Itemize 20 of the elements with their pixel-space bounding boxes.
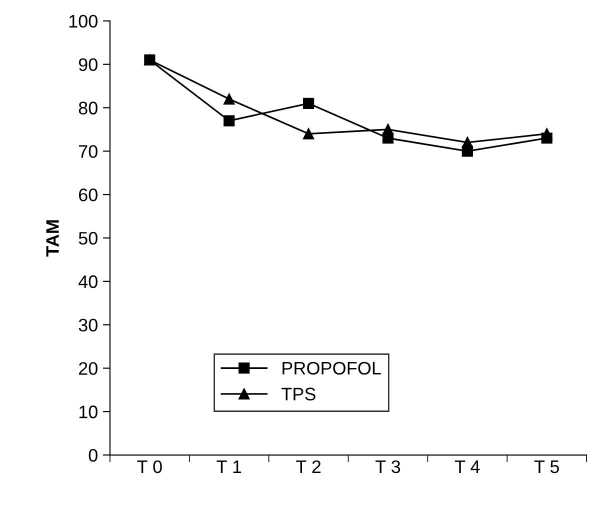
legend-label: PROPOFOL (282, 362, 381, 375)
y-tick-label: 70 (79, 145, 98, 158)
y-tick-label: 30 (78, 318, 98, 332)
x-tick-label: T 1 (216, 460, 242, 473)
x-tick-label: T 4 (454, 460, 480, 473)
x-tick-label: T 2 (296, 460, 321, 473)
x-tick-label: T 3 (376, 460, 400, 474)
legend-label: TPS (282, 388, 316, 400)
y-tick-label: 80 (78, 102, 98, 114)
x-tick-label: T 0 (137, 460, 162, 474)
y-tick-label: 100 (69, 14, 98, 28)
y-tick-label: 90 (78, 58, 98, 72)
y-axis-title: TAM (46, 220, 59, 257)
y-tick-label: 40 (78, 275, 98, 288)
x-tick-label: T 5 (534, 460, 559, 474)
y-tick-label: 20 (79, 362, 98, 375)
y-tick-label: 50 (78, 232, 98, 245)
y-tick-label: 60 (79, 188, 98, 202)
y-tick-label: 10 (79, 406, 98, 418)
y-tick-label: 0 (88, 448, 98, 462)
